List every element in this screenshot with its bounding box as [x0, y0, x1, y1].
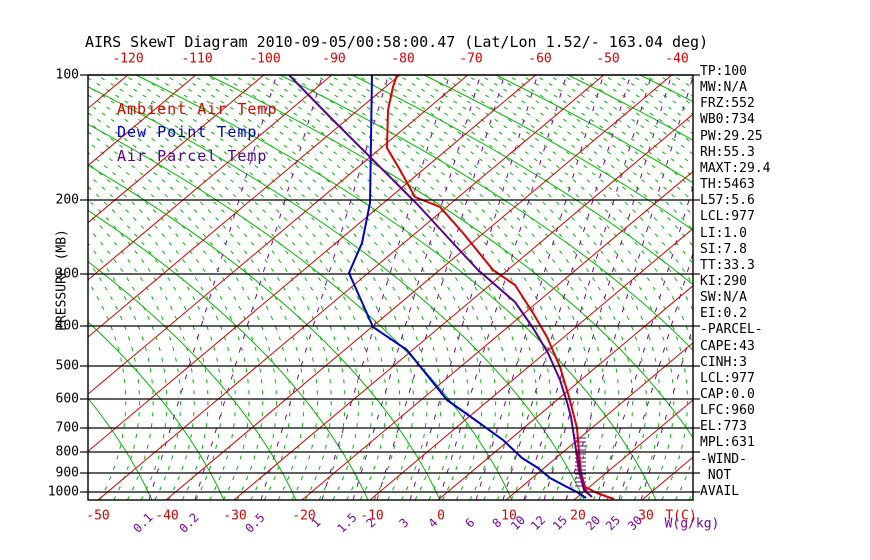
panel-line: NOT [700, 467, 732, 483]
panel-line: CAPE:43 [700, 338, 755, 354]
bottom-temp-tick-label: -30 [223, 508, 247, 524]
top-temp-tick-label: -50 [596, 51, 620, 67]
pressure-lines [80, 74, 700, 493]
top-temp-tick-label: -110 [181, 51, 213, 67]
panel-line: CINH:3 [700, 354, 747, 370]
bottom-temp-tick-label: 0 [437, 508, 445, 524]
pressure-tick-label: 400 [55, 318, 79, 334]
chart-title: AIRS SkewT Diagram 2010-09-05/00:58:00.4… [85, 33, 709, 51]
panel-line: LI:1.0 [700, 225, 747, 241]
dew-point-curve [348, 75, 587, 499]
panel-line: PW:29.25 [700, 128, 763, 144]
mixing-ratio-axis-label: W(g/kg) [664, 516, 720, 532]
isotherms [88, 75, 693, 500]
panel-line: SI:7.8 [700, 241, 747, 257]
legend-air-parcel-temp: Air Parcel Temp [117, 147, 268, 165]
top-temp-tick-label: -100 [249, 51, 281, 67]
top-temp-tick-label: -60 [528, 51, 552, 67]
panel-line: MW:N/A [700, 80, 747, 96]
panel-line: FRZ:552 [700, 96, 755, 112]
panel-line: -PARCEL- [700, 322, 763, 338]
panel-line: KI:290 [700, 273, 747, 289]
bottom-temp-tick-label: 30 [638, 508, 654, 524]
bottom-temp-tick-label: -10 [360, 508, 384, 524]
top-temp-tick-label: -120 [112, 51, 144, 67]
panel-line: LCL:977 [700, 370, 755, 386]
top-temp-tick-label: -40 [665, 51, 689, 67]
temperature-axis-label: T(C) [665, 508, 697, 524]
panel-line: WB0:734 [700, 112, 755, 128]
panel-line: MAXT:29.4 [700, 160, 771, 176]
top-temp-tick-label: -70 [459, 51, 483, 67]
legend-dew-point-temp: Dew Point Temp [117, 123, 258, 141]
panel-line: EL:773 [700, 419, 747, 435]
panel-line: -WIND- [700, 451, 747, 467]
panel-line: LFC:960 [700, 403, 755, 419]
top-temp-tick-label: -80 [391, 51, 415, 67]
panel-line: LCL:977 [700, 209, 755, 225]
panel-line: CAP:0.0 [700, 387, 755, 402]
pressure-tick-label: 100 [55, 67, 79, 83]
ambient-temp-curve [386, 75, 615, 500]
pressure-tick-label: 700 [55, 420, 79, 436]
pressure-tick-label: 900 [55, 465, 79, 481]
top-temp-tick-label: -90 [322, 51, 346, 67]
panel-line: SW:N/A [700, 290, 747, 306]
panel-line: TH:5463 [700, 177, 755, 193]
pressure-tick-label: 500 [55, 358, 79, 374]
pressure-tick-label: 800 [55, 444, 79, 460]
bottom-temp-tick-label: -40 [155, 508, 179, 524]
panel-line: MPL:631 [700, 435, 755, 451]
moist-adiabats [88, 75, 693, 500]
panel-line: TT:33.3 [700, 257, 755, 273]
panel-line: TP:100 [700, 64, 747, 79]
bottom-temp-tick-label: -50 [86, 508, 110, 524]
plot-frame [87, 74, 694, 501]
legend-ambient-air-temp: Ambient Air Temp [117, 100, 278, 118]
bottom-temp-tick-label: 10 [501, 508, 517, 524]
pressure-tick-label: 200 [55, 192, 79, 208]
bottom-temp-tick-label: 20 [570, 508, 586, 524]
plot-area [88, 75, 693, 500]
mixing-ratio-lines [148, 75, 693, 500]
panel-line: L57:5.6 [700, 193, 755, 209]
bottom-temp-tick-label: -20 [292, 508, 316, 524]
pressure-tick-label: 1000 [47, 484, 79, 500]
panel-line: AVAIL [700, 483, 740, 499]
panel-line: EI:0.2 [700, 306, 747, 322]
pressure-tick-label: 600 [55, 391, 79, 407]
pressure-tick-label: 300 [55, 266, 79, 282]
panel-line: RH:55.3 [700, 144, 755, 160]
